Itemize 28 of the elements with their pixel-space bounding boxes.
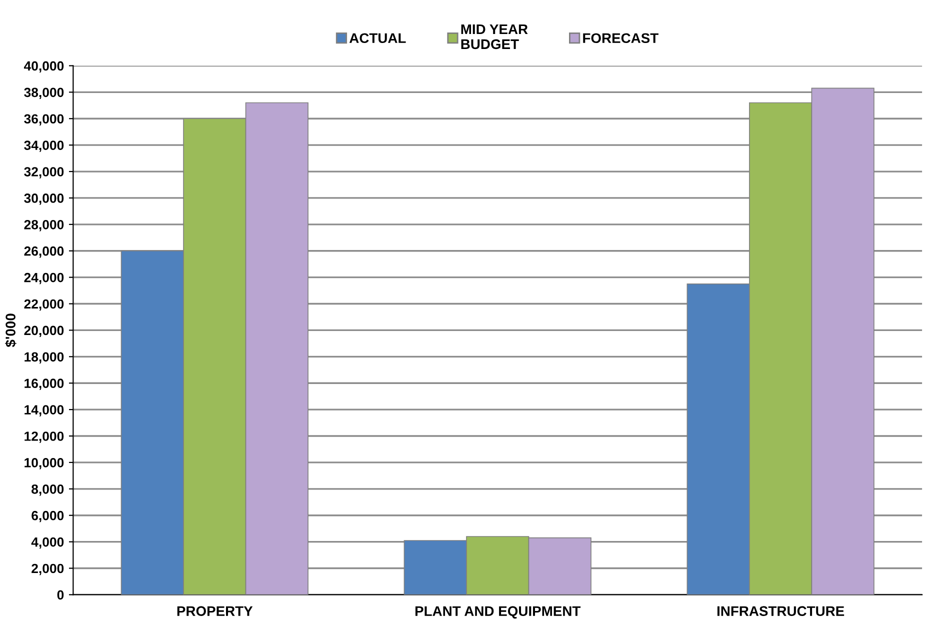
y-tick-label: 18,000 bbox=[24, 352, 64, 364]
y-tick-label: 22,000 bbox=[24, 299, 64, 311]
y-tick-label: 34,000 bbox=[24, 140, 64, 152]
legend-label: FORECAST bbox=[583, 33, 658, 44]
y-axis-title: $'000 bbox=[5, 314, 16, 348]
x-tick-label: INFRASTRUCTURE bbox=[717, 606, 844, 616]
y-tick-label: 16,000 bbox=[24, 378, 64, 390]
y-tick-label: 14,000 bbox=[24, 405, 64, 416]
y-tick-label: 38,000 bbox=[24, 88, 64, 100]
y-tick-label: 8,000 bbox=[32, 484, 64, 496]
y-tick-label: 26,000 bbox=[24, 246, 64, 258]
y-tick-label: 20,000 bbox=[24, 326, 64, 338]
y-tick-label: 12,000 bbox=[24, 432, 64, 443]
y-tick-label: 40,000 bbox=[24, 61, 64, 73]
x-tick-label: PLANT AND EQUIPMENT bbox=[415, 606, 581, 619]
y-tick-label: 4,000 bbox=[31, 537, 64, 549]
x-tick-label: PROPERTY bbox=[177, 606, 253, 616]
y-tick-label: 32,000 bbox=[24, 167, 64, 178]
y-tick-label: 0 bbox=[57, 590, 64, 600]
y-tick-label: 2,000 bbox=[32, 564, 64, 576]
legend-label: ACTUAL bbox=[349, 33, 406, 44]
y-tick-label: 6,000 bbox=[32, 510, 64, 522]
y-tick-label: 30,000 bbox=[24, 194, 64, 205]
y-tick-label: 24,000 bbox=[24, 272, 64, 284]
y-tick-label: 28,000 bbox=[24, 220, 64, 232]
legend-label: MID YEAR BUDGET bbox=[461, 24, 528, 50]
y-tick-label: 36,000 bbox=[24, 114, 64, 126]
y-tick-label: 10,000 bbox=[24, 458, 64, 470]
